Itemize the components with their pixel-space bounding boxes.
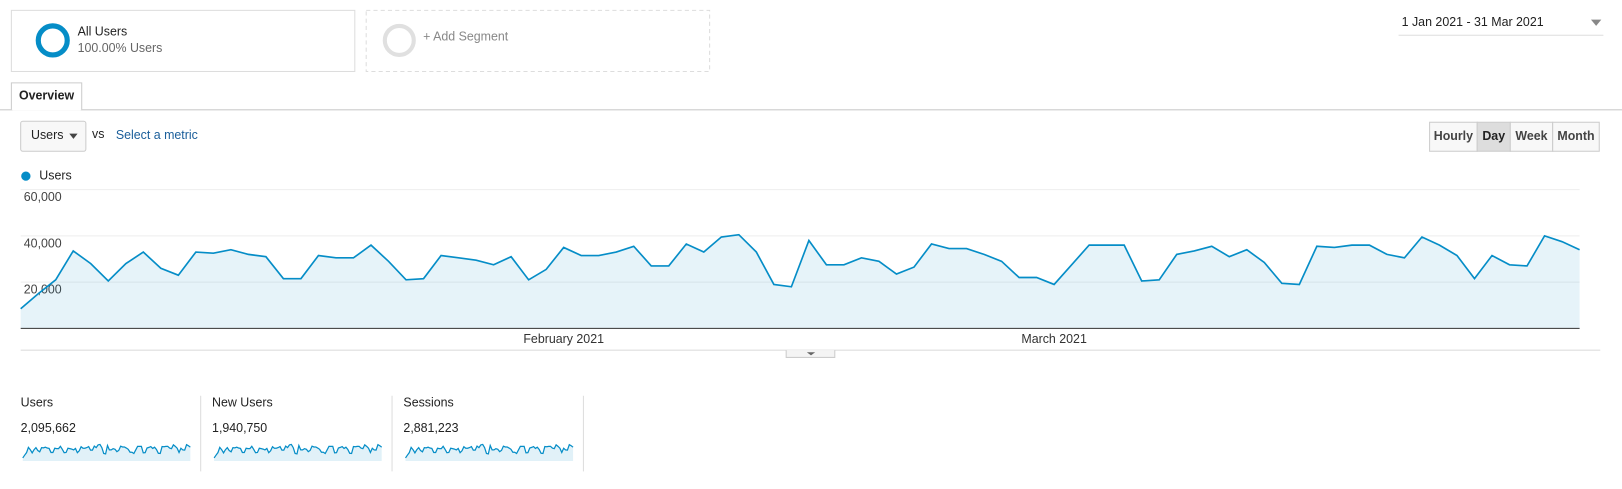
scorecard-value: 2,095,662 xyxy=(21,421,76,435)
metric-dropdown[interactable] xyxy=(20,120,87,152)
granularity-label[interactable]: Month xyxy=(1557,129,1594,143)
dropdown-arrow xyxy=(69,133,78,139)
segment-icon xyxy=(35,23,70,58)
granularity-label[interactable]: Hourly xyxy=(1434,129,1473,143)
add-segment-card[interactable] xyxy=(365,9,711,73)
legend-label: Users xyxy=(39,168,71,182)
line xyxy=(20,233,1580,310)
segment-card[interactable] xyxy=(10,9,356,73)
scorecard-label: New Users xyxy=(212,395,273,409)
area xyxy=(20,234,1580,329)
vs-label: vs xyxy=(92,127,104,141)
y-tick-label: 40,000 xyxy=(24,236,62,250)
granularity-label[interactable]: Week xyxy=(1515,129,1547,143)
granularity-buttons: Hourly Day Week Month xyxy=(1429,121,1600,152)
scorecard-value: 1,940,750 xyxy=(212,421,267,435)
granularity-button[interactable] xyxy=(1429,121,1478,152)
collapse-arrow[interactable] xyxy=(806,352,816,356)
metric-label[interactable]: Users xyxy=(31,128,63,142)
sparkline-area xyxy=(214,444,382,462)
x-tick-label: February 2021 xyxy=(523,332,604,346)
legend-marker xyxy=(21,171,31,181)
add-segment[interactable]: + Add Segment xyxy=(423,30,509,44)
tab-label[interactable]: Overview xyxy=(19,89,74,103)
y-tick-label: 60,000 xyxy=(24,190,62,204)
sparkline xyxy=(404,443,574,459)
granularity-button[interactable] xyxy=(1552,121,1600,152)
sparkline xyxy=(22,443,191,459)
select-metric[interactable]: Select a metric xyxy=(116,128,198,142)
segment-detail: 100.00% Users xyxy=(78,41,163,55)
scorecard-label: Sessions xyxy=(403,395,453,409)
sparkline-area xyxy=(22,444,191,462)
add-segment-icon xyxy=(382,23,416,57)
x-tick-label: March 2021 xyxy=(1021,332,1087,346)
segment-name: All Users xyxy=(78,24,128,38)
date-arrow[interactable] xyxy=(1590,19,1602,26)
scorecard-value: 2,881,223 xyxy=(403,421,458,435)
granularity-label[interactable]: Day xyxy=(1482,129,1505,143)
scorecard-label: Users xyxy=(21,395,53,409)
sparkline xyxy=(213,443,383,459)
tab[interactable] xyxy=(10,82,83,110)
scorecards: Users 2,095,662 New Users 1,940,750 Sessions… xyxy=(21,395,584,472)
date-range[interactable]: 1 Jan 2021 - 31 Mar 2021 xyxy=(1402,15,1544,29)
sparkline-area xyxy=(405,444,574,462)
